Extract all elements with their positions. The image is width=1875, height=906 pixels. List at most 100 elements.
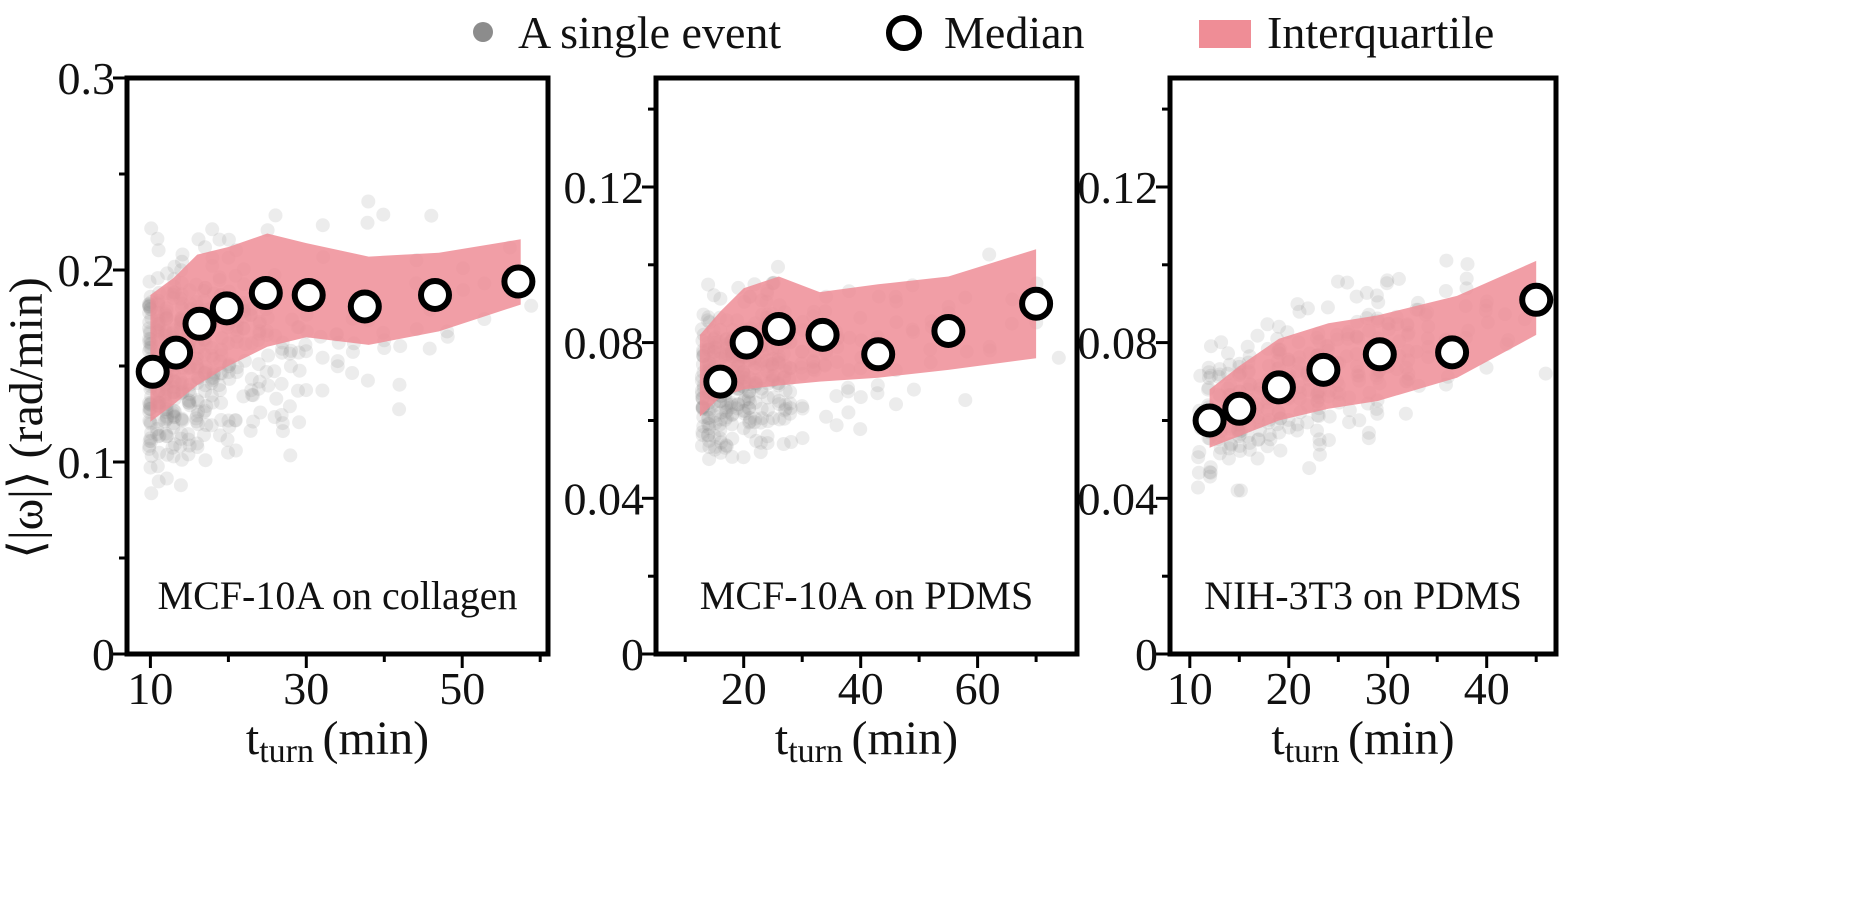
single-event-point [292,415,307,430]
single-event-point [1191,465,1206,480]
single-event-point [772,412,787,427]
single-event-point [724,397,739,412]
x-ticks: 10 30 50 [127,654,542,714]
y-tick-label: 0.04 [1078,473,1159,524]
single-event-point [228,413,243,428]
single-event-point [1398,406,1413,421]
single-event-point [724,395,738,410]
single-event-point [189,408,204,423]
single-event-point [707,442,722,457]
single-event-point [719,438,734,453]
single-event-point [1361,425,1376,440]
single-event-point [246,414,261,429]
single-event-point [330,354,345,369]
single-event-point [708,416,723,430]
panel-label: NIH-3T3 on PDMS [1204,573,1522,618]
single-event-point [1320,300,1335,315]
single-event-point [1300,415,1315,430]
single-event-point [152,428,167,443]
y-ticks: 0 0.04 0.08 0.12 [1078,107,1170,680]
single-event-point [175,247,190,262]
single-event-point [143,416,158,431]
single-event-point [702,452,717,467]
single-event-point [251,381,266,396]
median-point [761,312,796,346]
single-event-point [212,383,227,398]
single-event-point [1233,483,1248,498]
single-event-point [713,412,728,427]
single-event-point [719,410,734,425]
single-event-point [221,445,235,460]
single-event-point [783,406,797,421]
single-event-point [819,409,834,424]
single-event-point [1312,437,1327,452]
single-event-point [221,232,236,247]
single-event-point [718,405,733,420]
single-event-point [167,410,181,425]
single-event-point [853,390,868,405]
single-event-point [261,348,276,363]
single-event-point [1250,328,1265,343]
single-event-point [244,383,259,398]
single-event-point [524,298,539,313]
single-event-point [696,307,711,322]
single-event-point [1260,317,1275,332]
single-event-point [736,403,751,418]
single-event-point [741,389,756,404]
single-event-point [274,408,289,422]
single-event-point [157,414,172,429]
y-ticks: 0 0.1 0.2 0.3 [58,53,127,680]
single-event-point [1322,409,1337,424]
y-tick-label: 0.2 [58,245,116,296]
single-event-point [261,378,276,393]
single-event-point [1242,442,1257,457]
single-event-point [755,411,769,426]
single-event-point [246,388,261,403]
single-event-point [736,421,751,436]
single-event-point [283,448,298,463]
single-event-point [151,243,166,258]
single-event-point [760,429,775,444]
single-event-point [142,274,157,289]
single-event-point [1310,423,1324,438]
single-event-point [159,409,174,424]
single-event-point [275,416,290,431]
single-event-point [696,419,711,434]
y-ticks: 0 0.04 0.08 0.12 [564,107,656,680]
single-event-point [778,383,793,398]
single-event-point [190,440,205,455]
single-event-point [1290,297,1305,312]
single-event-point [783,385,798,399]
single-event-point [284,343,298,358]
single-event-point [783,401,798,416]
single-event-point [753,435,768,450]
single-event-point [1222,357,1237,372]
median-point [209,291,244,326]
single-event-point [393,339,408,354]
single-event-point [143,460,158,475]
single-event-point [870,386,885,401]
single-event-point [1302,461,1317,476]
single-event-point [695,438,709,453]
single-event-point [1369,288,1384,303]
single-event-point [870,378,885,393]
panel-label: MCF-10A on collagen [158,573,518,618]
single-event-point [1292,304,1307,319]
y-tick-label: 0 [1135,629,1158,680]
single-event-point [144,425,159,440]
median-point [135,354,170,389]
single-event-point [392,377,407,392]
single-event-point [166,416,181,431]
single-event-point [244,371,259,386]
single-event-point [168,437,182,452]
single-event-point [1221,346,1235,361]
single-event-point [702,433,717,448]
plot-frame [1167,75,1559,657]
single-event-point [1233,443,1247,458]
x-axis-label-sub: turn [788,733,843,770]
single-event-point [181,395,196,410]
x-axis-label-sub: turn [259,733,314,770]
single-event-point [712,417,727,432]
x-tick-label: 10 [127,663,173,714]
